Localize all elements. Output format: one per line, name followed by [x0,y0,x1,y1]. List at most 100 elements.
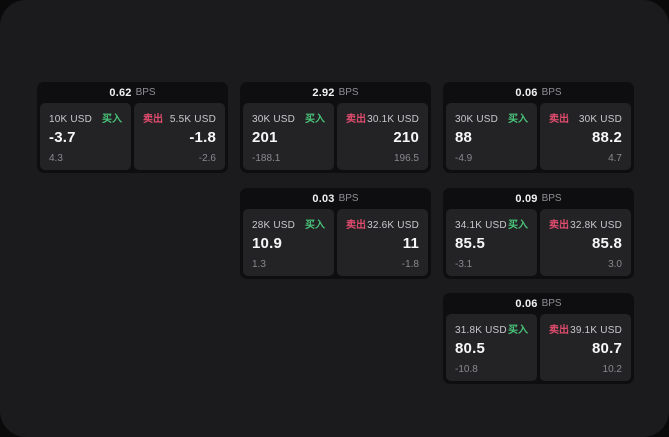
sell-price: 88.2 [592,129,622,146]
sell-panel-top: 卖出 39.1K USD [549,321,622,336]
sell-tag: 卖出 [346,220,366,231]
buy-quote-panel[interactable]: 30K USD 买入 88 -4.9 [446,103,537,170]
bps-header: 0.06 BPS [446,82,631,103]
bps-header: 0.09 BPS [446,188,631,209]
sell-tag: 卖出 [549,114,569,125]
sell-sub-value: 3.0 [608,259,622,270]
sell-tag: 卖出 [549,325,569,336]
bps-header: 0.62 BPS [40,82,225,103]
buy-quote-panel[interactable]: 10K USD 买入 -3.7 4.3 [40,103,131,170]
buy-quote-panel[interactable]: 30K USD 买入 201 -188.1 [243,103,334,170]
buy-quote-panel[interactable]: 31.8K USD 买入 80.5 -10.8 [446,314,537,381]
buy-price: 88 [455,129,473,146]
sell-sub-value: 10.2 [602,364,622,375]
bps-unit-label: BPS [541,298,562,309]
sell-sub-value: 4.7 [608,153,622,164]
buy-price: 80.5 [455,340,485,357]
bps-unit-label: BPS [541,87,562,98]
sell-amount: 32.6K USD [367,220,419,231]
buy-panel-top: 10K USD 买入 [49,110,122,125]
quote-card: 0.62 BPS 10K USD 买入 -3.7 4.3 卖出 5.5K USD [37,82,228,173]
buy-sub-value: 4.3 [49,153,63,164]
bps-value: 0.03 [312,192,335,205]
sell-price: 11 [402,235,419,252]
buy-amount: 31.8K USD [455,325,507,336]
sell-tag: 卖出 [549,220,569,231]
buy-sub-value: -188.1 [252,153,281,164]
sell-price: 85.8 [592,235,622,252]
buy-panel-top: 30K USD 买入 [252,110,325,125]
sell-price: -1.8 [189,129,216,146]
sell-amount: 5.5K USD [169,114,216,125]
quote-card: 0.03 BPS 28K USD 买入 10.9 1.3 卖出 32.6K US… [240,188,431,279]
bps-header: 0.06 BPS [446,293,631,314]
sell-panel-top: 卖出 30K USD [549,110,622,125]
sell-sub-value: -1.8 [401,259,419,270]
buy-price: 10.9 [252,235,282,252]
buy-sub-value: 1.3 [252,259,266,270]
bps-unit-label: BPS [338,193,359,204]
quote-panels: 10K USD 买入 -3.7 4.3 卖出 5.5K USD -1.8 -2.… [40,103,225,170]
bps-value: 0.09 [515,192,538,205]
sell-sub-value: 196.5 [393,153,419,164]
buy-panel-top: 30K USD 买入 [455,110,528,125]
sell-panel-top: 卖出 5.5K USD [143,110,216,125]
buy-price: 201 [252,129,278,146]
buy-tag: 买入 [508,325,528,336]
sell-quote-panel[interactable]: 卖出 39.1K USD 80.7 10.2 [540,314,631,381]
quote-card: 0.09 BPS 34.1K USD 买入 85.5 -3.1 卖出 32.8K… [443,188,634,279]
quote-panels: 34.1K USD 买入 85.5 -3.1 卖出 32.8K USD 85.8… [446,209,631,276]
sell-amount: 39.1K USD [570,325,622,336]
buy-panel-top: 28K USD 买入 [252,216,325,231]
buy-tag: 买入 [508,220,528,231]
bps-unit-label: BPS [135,87,156,98]
sell-quote-panel[interactable]: 卖出 30.1K USD 210 196.5 [337,103,428,170]
quote-panels: 30K USD 买入 201 -188.1 卖出 30.1K USD 210 1… [243,103,428,170]
sell-panel-top: 卖出 30.1K USD [346,110,419,125]
sell-panel-top: 卖出 32.8K USD [549,216,622,231]
buy-amount: 10K USD [49,114,93,125]
bps-value: 0.62 [109,86,132,99]
bps-unit-label: BPS [338,87,359,98]
sell-quote-panel[interactable]: 卖出 32.6K USD 11 -1.8 [337,209,428,276]
quote-card: 2.92 BPS 30K USD 买入 201 -188.1 卖出 30.1K … [240,82,431,173]
bps-header: 0.03 BPS [243,188,428,209]
sell-quote-panel[interactable]: 卖出 5.5K USD -1.8 -2.6 [134,103,225,170]
buy-sub-value: -10.8 [455,364,478,375]
bps-header: 2.92 BPS [243,82,428,103]
quote-panels: 30K USD 买入 88 -4.9 卖出 30K USD 88.2 4.7 [446,103,631,170]
sell-price: 210 [393,129,419,146]
bps-unit-label: BPS [541,193,562,204]
buy-panel-top: 34.1K USD 买入 [455,216,528,231]
sell-panel-top: 卖出 32.6K USD [346,216,419,231]
buy-tag: 买入 [305,114,325,125]
bps-value: 2.92 [312,86,335,99]
buy-quote-panel[interactable]: 28K USD 买入 10.9 1.3 [243,209,334,276]
sell-tag: 卖出 [143,114,163,125]
quote-panels: 28K USD 买入 10.9 1.3 卖出 32.6K USD 11 -1.8 [243,209,428,276]
sell-amount: 30K USD [578,114,622,125]
buy-quote-panel[interactable]: 34.1K USD 买入 85.5 -3.1 [446,209,537,276]
sell-amount: 30.1K USD [367,114,419,125]
buy-panel-top: 31.8K USD 买入 [455,321,528,336]
sell-sub-value: -2.6 [198,153,216,164]
sell-amount: 32.8K USD [570,220,622,231]
sell-quote-panel[interactable]: 卖出 32.8K USD 85.8 3.0 [540,209,631,276]
buy-amount: 30K USD [455,114,499,125]
quote-card: 0.06 BPS 31.8K USD 买入 80.5 -10.8 卖出 39.1… [443,293,634,384]
buy-tag: 买入 [305,220,325,231]
quote-panels: 31.8K USD 买入 80.5 -10.8 卖出 39.1K USD 80.… [446,314,631,381]
buy-tag: 买入 [508,114,528,125]
buy-sub-value: -4.9 [455,153,473,164]
buy-amount: 30K USD [252,114,296,125]
quote-card: 0.06 BPS 30K USD 买入 88 -4.9 卖出 30K USD [443,82,634,173]
buy-sub-value: -3.1 [455,259,473,270]
sell-quote-panel[interactable]: 卖出 30K USD 88.2 4.7 [540,103,631,170]
buy-price: 85.5 [455,235,485,252]
sell-tag: 卖出 [346,114,366,125]
buy-price: -3.7 [49,129,76,146]
sell-price: 80.7 [592,340,622,357]
buy-amount: 34.1K USD [455,220,507,231]
